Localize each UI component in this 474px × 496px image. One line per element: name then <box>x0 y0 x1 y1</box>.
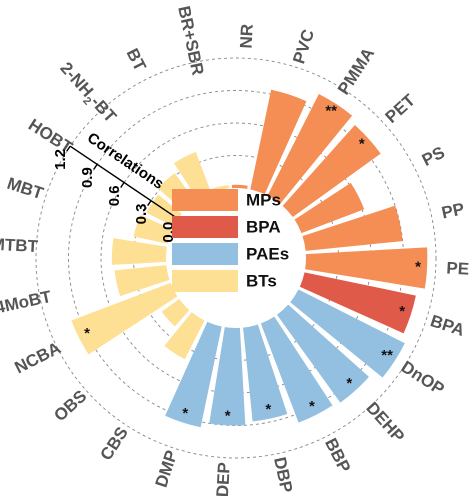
category-label-mtbt: MTBT <box>0 235 39 256</box>
bar-24mobt <box>114 265 170 297</box>
legend-label-bts: BTs <box>246 271 277 290</box>
category-label-pvc: PVC <box>289 27 318 66</box>
value-axis-tick-4 <box>66 145 71 152</box>
significance-mark-bpa: * <box>399 303 405 320</box>
legend-label-paes: PAEs <box>246 244 289 263</box>
category-label-ncba: NCBA <box>12 338 64 377</box>
category-label-dep: DEP <box>213 462 234 496</box>
value-axis-tick-label-4: 1.2 <box>52 149 69 170</box>
category-label-bt: BT <box>123 45 150 74</box>
significance-mark-dmp: * <box>182 405 188 422</box>
significance-mark-pmma: ** <box>325 102 337 119</box>
bar-pet <box>282 125 381 218</box>
category-label-ps: PS <box>419 143 448 170</box>
legend-swatch-bpa <box>172 216 238 238</box>
legend-swatch-mps <box>172 189 238 211</box>
category-label-cbs: CBS <box>96 423 131 463</box>
value-axis-tick-label-1: 0.3 <box>133 204 150 225</box>
legend-swatch-bts <box>172 270 238 292</box>
category-label-obs: OBS <box>50 386 90 425</box>
significance-mark-bbp: * <box>309 398 315 415</box>
category-label-bbp: BBP <box>321 435 354 476</box>
significance-mark-ncba: * <box>84 325 90 342</box>
value-axis-tick-3 <box>93 163 98 170</box>
value-axis-tick-2 <box>120 182 125 188</box>
category-label-mbt: MBT <box>5 174 46 204</box>
category-label-dehp: DEHP <box>362 398 408 446</box>
bar-bpa <box>299 272 416 334</box>
bar-bbp <box>260 316 333 423</box>
legend-label-bpa: BPA <box>246 217 281 236</box>
bar-mtbt <box>111 238 167 265</box>
category-label-pp: PP <box>440 199 466 222</box>
bar-dehp <box>276 304 369 403</box>
bar-dep <box>209 327 246 426</box>
category-label-dnop: DnOP <box>398 357 448 399</box>
bar-dmp <box>165 321 222 428</box>
significance-mark-pe: * <box>415 259 421 276</box>
bar-dbp <box>243 324 288 422</box>
grid-ring-4 <box>35 57 437 459</box>
significance-mark-pet: * <box>359 136 365 153</box>
legend-label-mps: MPs <box>246 190 281 209</box>
bar-ps <box>294 182 365 234</box>
value-axis-tick-label-2: 0.6 <box>106 185 123 206</box>
category-label-bpa: BPA <box>428 311 467 340</box>
bar-nr <box>231 184 248 189</box>
bar-mbt <box>133 215 173 244</box>
bar-pe <box>305 247 428 289</box>
bar-bt <box>173 152 212 200</box>
value-axis-tick-label-3: 0.9 <box>79 167 96 188</box>
bar-obs <box>161 298 190 327</box>
significance-mark-dnop: ** <box>381 347 393 364</box>
category-label-2-nh2-bt: 2-NH2-BT <box>54 58 121 129</box>
category-label-dbp: DBP <box>270 455 296 494</box>
category-label-pe: PE <box>446 259 470 279</box>
bar-pmma <box>267 93 353 204</box>
bar-dnop <box>290 289 405 378</box>
bar-ncba <box>71 282 178 355</box>
value-axis-tick-1 <box>147 200 152 207</box>
legend-swatch-paes <box>172 243 238 265</box>
category-label-dmp: DMP <box>152 448 182 490</box>
bar-pvc <box>250 89 307 195</box>
category-label-24mobt: 24MoBT <box>0 287 54 319</box>
significance-mark-dbp: * <box>265 401 271 418</box>
category-label-pet: PET <box>382 90 420 127</box>
significance-mark-dehp: * <box>346 375 352 392</box>
bar-cbs <box>164 312 205 360</box>
category-label-pmma: PMMA <box>334 44 378 98</box>
significance-mark-dep: * <box>225 407 231 424</box>
category-label-nr: NR <box>236 23 256 49</box>
bar-pp <box>302 205 403 251</box>
